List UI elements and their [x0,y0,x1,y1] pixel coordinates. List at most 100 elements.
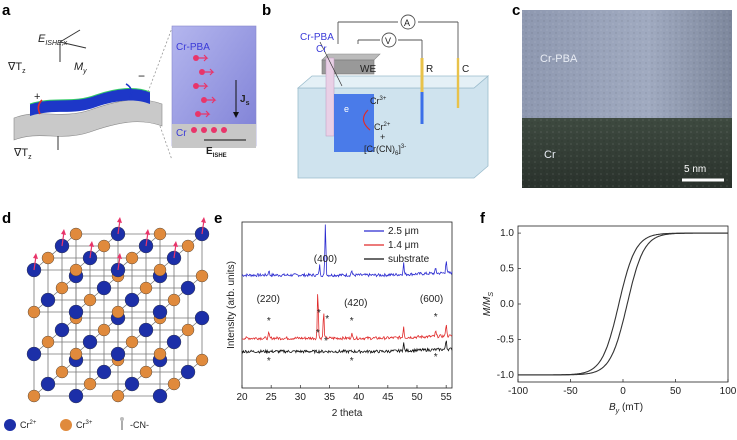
spin-arrows-icon [191,54,227,133]
scale-label: 5 nm [684,164,706,175]
substrate-star-label: * [350,356,354,367]
working-electrode [321,59,375,75]
peak-label-600: (600) [420,294,443,305]
cr3-atom [195,269,209,283]
complex-label: [Cr(CN)6]3- [364,144,406,157]
cr2-atom [180,280,196,296]
hyst-ytick-label: 0.0 [500,299,514,310]
panel-letter-a: a [2,2,11,19]
substrate-star-label: * [267,316,271,327]
hyst-ytick-label: 0.5 [500,264,514,275]
b-plus-label: + [380,132,385,142]
panel-letter-e: e [214,210,223,227]
cr3-atom [153,227,167,241]
cr2-atom [152,388,168,404]
xrd-series-line [241,224,453,278]
cr3-atom [41,335,55,349]
cr3-atom [41,251,55,265]
grad-t-label: ∇Tz [7,61,26,75]
xrd-xtick-label: 50 [411,392,423,403]
cr2-atom [138,322,154,338]
e-ishe2-label: EISHE [206,146,227,159]
b-crpba-label: Cr-PBA [300,32,334,43]
xrd-series-line [241,294,453,341]
panel-letter-b: b [262,2,272,19]
minus-label: − [138,69,145,83]
cr3-atom [69,347,83,361]
cr3-atom [181,239,195,253]
c-crpba-label: Cr-PBA [540,53,578,65]
electron-label: e [344,104,349,114]
hyst-branch-up [518,232,728,376]
cr2-atom [82,334,98,350]
xrd-xtick-label: 55 [441,392,453,403]
xrd-legend-label: 2.5 μm [388,226,419,237]
hyst-xtick-label: -100 [508,386,528,397]
xrd-xtick-label: 35 [324,392,336,403]
r-label: R [426,64,433,75]
cr2-atom [124,292,140,308]
cr3-atom [153,347,167,361]
cr3-atom [69,227,83,241]
cr2-atom [68,304,84,320]
b-cr-label: Cr [316,44,327,55]
peak-label-420: (420) [344,298,367,309]
voltmeter-icon [381,32,397,48]
cr2-atom [68,388,84,404]
xrd-series-line [241,340,453,355]
peak-label-220: (220) [257,294,280,305]
xrd-xtick-label: 25 [266,392,278,403]
legend-cr3-label: Cr3+ [76,420,93,430]
cr2-atom [26,346,42,362]
hyst-xtick-label: -50 [563,386,578,397]
panel-a-schematic: EISHE,x ∇Tz My + − ∇Tz Cr-PBA Js Cr EISH… [7,25,257,161]
panel-c-tem-image: Cr-PBA Cr 5 nm [522,10,732,188]
crpba-film [334,94,374,152]
wire-left-icon [37,99,43,115]
cr2-atom [180,364,196,380]
cr2-atom [96,364,112,380]
cr3-atom [69,263,83,277]
panel-letter-f: f [480,210,485,227]
cr2-atom [40,292,56,308]
voltmeter-label: V [385,36,391,46]
cr2-atom [110,346,126,362]
cr3-atom [55,281,69,295]
cr2-atom [124,376,140,392]
legend-cn-label: -CN- [130,420,149,430]
hyst-xtick-label: 100 [720,386,736,397]
cr3-atom [167,293,181,307]
panel-e-xrd-chart: 20 25 30 35 40 45 50 55 2 theta Intensity (arb. u… [226,221,453,419]
cr3-atom [27,389,41,403]
substrate-star-label: * [325,314,329,325]
cr-strip [325,57,335,137]
cr2-atom [194,310,210,326]
xrd-legend-label: substrate [388,254,430,265]
e-ishe-label: EISHE,x [38,33,68,47]
peak-label-400: (400) [314,254,337,265]
cr2-atom [166,334,182,350]
cr3-atom [195,353,209,367]
cr2-atom [152,304,168,320]
xrd-frame [241,221,453,389]
panel-letter-c: c [512,2,521,19]
cr3-atom [125,251,139,265]
cr3-atom [27,305,41,319]
axes-icon [59,29,87,62]
ammeter-label: A [404,18,410,28]
hyst-branch-down [518,232,728,376]
hyst-ytick-label: 1.0 [500,228,514,239]
cr3-atom [181,323,195,337]
hyst-ylabel: M/MS [482,292,495,316]
xrd-xtick-label: 30 [295,392,307,403]
panel-letter-d: d [2,210,12,227]
cr3-atom [83,293,97,307]
legend-cr3-icon [60,419,72,431]
m-label: My [74,61,87,75]
cr3-label: Cr3+ [370,96,387,106]
hyst-ytick-label: -0.5 [497,334,515,345]
cr3-atom [97,323,111,337]
xrd-ylabel: Intensity (arb. units) [226,261,237,349]
panel-b-schematic: A V WE Cr-PBA Cr R C e Cr3+ Cr2+ + [Cr(C… [296,14,490,179]
substrate-star-label: * [350,316,354,327]
